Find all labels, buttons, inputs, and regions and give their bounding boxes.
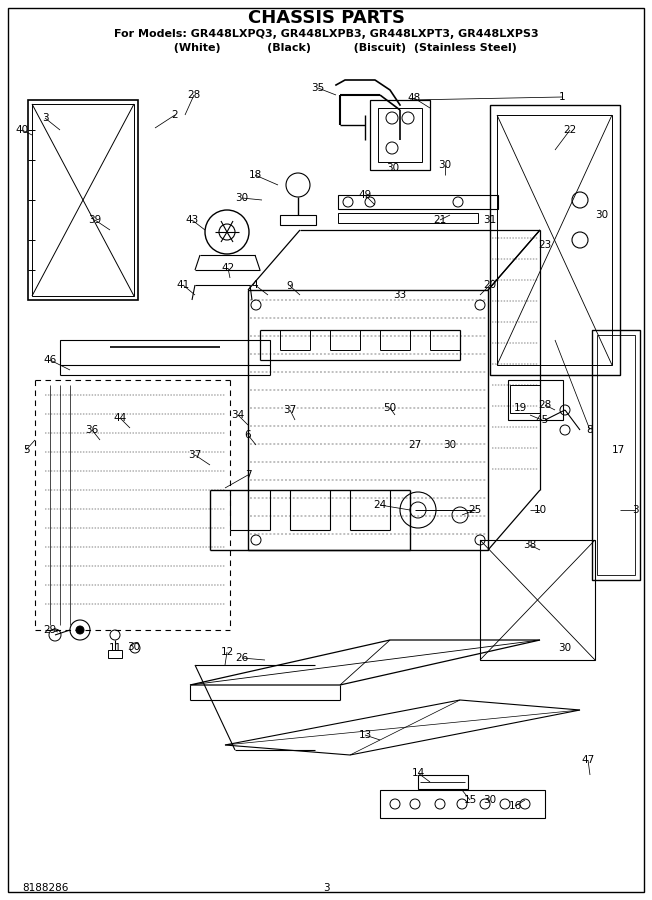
Text: 30: 30: [483, 795, 497, 805]
Text: 4: 4: [252, 280, 258, 290]
Text: 1: 1: [559, 92, 565, 102]
Bar: [248, 290, 488, 550]
Text: 38: 38: [524, 540, 537, 550]
Text: 49: 49: [359, 190, 372, 200]
Text: 21: 21: [434, 215, 447, 225]
Text: 50: 50: [383, 403, 396, 413]
Text: 15: 15: [464, 795, 477, 805]
Bar: [497, 115, 612, 365]
Bar: [480, 540, 595, 660]
Bar: [378, 108, 422, 162]
Bar: [490, 105, 620, 375]
Bar: [418, 775, 468, 789]
Bar: [338, 195, 498, 209]
Text: 30: 30: [443, 440, 456, 450]
Text: 47: 47: [582, 755, 595, 765]
Text: 28: 28: [187, 90, 201, 100]
Bar: [380, 790, 545, 818]
Text: (White)            (Black)           (Biscuit)  (Stainless Steel): (White) (Black) (Biscuit) (Stainless Ste…: [135, 43, 517, 53]
Text: 37: 37: [284, 405, 297, 415]
Bar: [370, 100, 430, 170]
Text: 11: 11: [108, 643, 122, 653]
Bar: [597, 335, 635, 575]
Text: 30: 30: [387, 163, 400, 173]
Bar: [508, 380, 563, 420]
Text: 5: 5: [23, 445, 29, 455]
Text: 23: 23: [539, 240, 552, 250]
Bar: [280, 215, 316, 225]
Text: 30: 30: [595, 210, 608, 220]
Text: 3: 3: [42, 113, 48, 123]
Text: 20: 20: [483, 280, 497, 290]
Text: 16: 16: [509, 801, 522, 811]
Text: 28: 28: [539, 400, 552, 410]
Text: 26: 26: [235, 653, 248, 663]
Bar: [108, 650, 122, 658]
Bar: [510, 385, 540, 413]
Text: 29: 29: [44, 625, 57, 635]
Text: 6: 6: [244, 430, 251, 440]
Bar: [338, 213, 478, 223]
Text: 34: 34: [231, 410, 244, 420]
Text: 13: 13: [359, 730, 372, 740]
Text: 33: 33: [393, 290, 407, 300]
Text: 30: 30: [558, 643, 572, 653]
Text: 17: 17: [612, 445, 625, 455]
Text: 3: 3: [323, 883, 329, 893]
Text: For Models: GR448LXPQ3, GR448LXPB3, GR448LXPT3, GR448LXPS3: For Models: GR448LXPQ3, GR448LXPB3, GR44…: [113, 29, 539, 39]
Circle shape: [76, 626, 84, 634]
Text: 8: 8: [587, 425, 593, 435]
Bar: [592, 330, 640, 580]
Text: 30: 30: [438, 160, 452, 170]
Text: 14: 14: [411, 768, 424, 778]
Text: 43: 43: [185, 215, 199, 225]
Text: 27: 27: [408, 440, 422, 450]
Text: 41: 41: [177, 280, 190, 290]
Text: 24: 24: [374, 500, 387, 510]
Text: 22: 22: [563, 125, 576, 135]
Text: 25: 25: [468, 505, 482, 515]
Text: 36: 36: [85, 425, 98, 435]
Text: 10: 10: [533, 505, 546, 515]
Text: 40: 40: [16, 125, 29, 135]
Text: 8188286: 8188286: [22, 883, 68, 893]
Bar: [32, 104, 134, 296]
Text: 9: 9: [287, 281, 293, 291]
Text: 30: 30: [235, 193, 248, 203]
Text: 7: 7: [244, 470, 251, 480]
Text: 2: 2: [171, 110, 178, 120]
Text: 44: 44: [113, 413, 126, 423]
Text: 18: 18: [248, 170, 261, 180]
Text: 46: 46: [44, 355, 57, 365]
Text: 35: 35: [312, 83, 325, 93]
Text: 45: 45: [535, 415, 548, 425]
Text: 31: 31: [483, 215, 497, 225]
Bar: [28, 100, 138, 300]
Text: 12: 12: [220, 647, 233, 657]
Text: 3: 3: [632, 505, 638, 515]
Text: 19: 19: [513, 403, 527, 413]
Text: 48: 48: [408, 93, 421, 103]
Text: 39: 39: [89, 215, 102, 225]
Text: 30: 30: [127, 642, 141, 652]
Text: 37: 37: [188, 450, 201, 460]
Text: 42: 42: [222, 263, 235, 273]
Text: CHASSIS PARTS: CHASSIS PARTS: [248, 9, 404, 27]
